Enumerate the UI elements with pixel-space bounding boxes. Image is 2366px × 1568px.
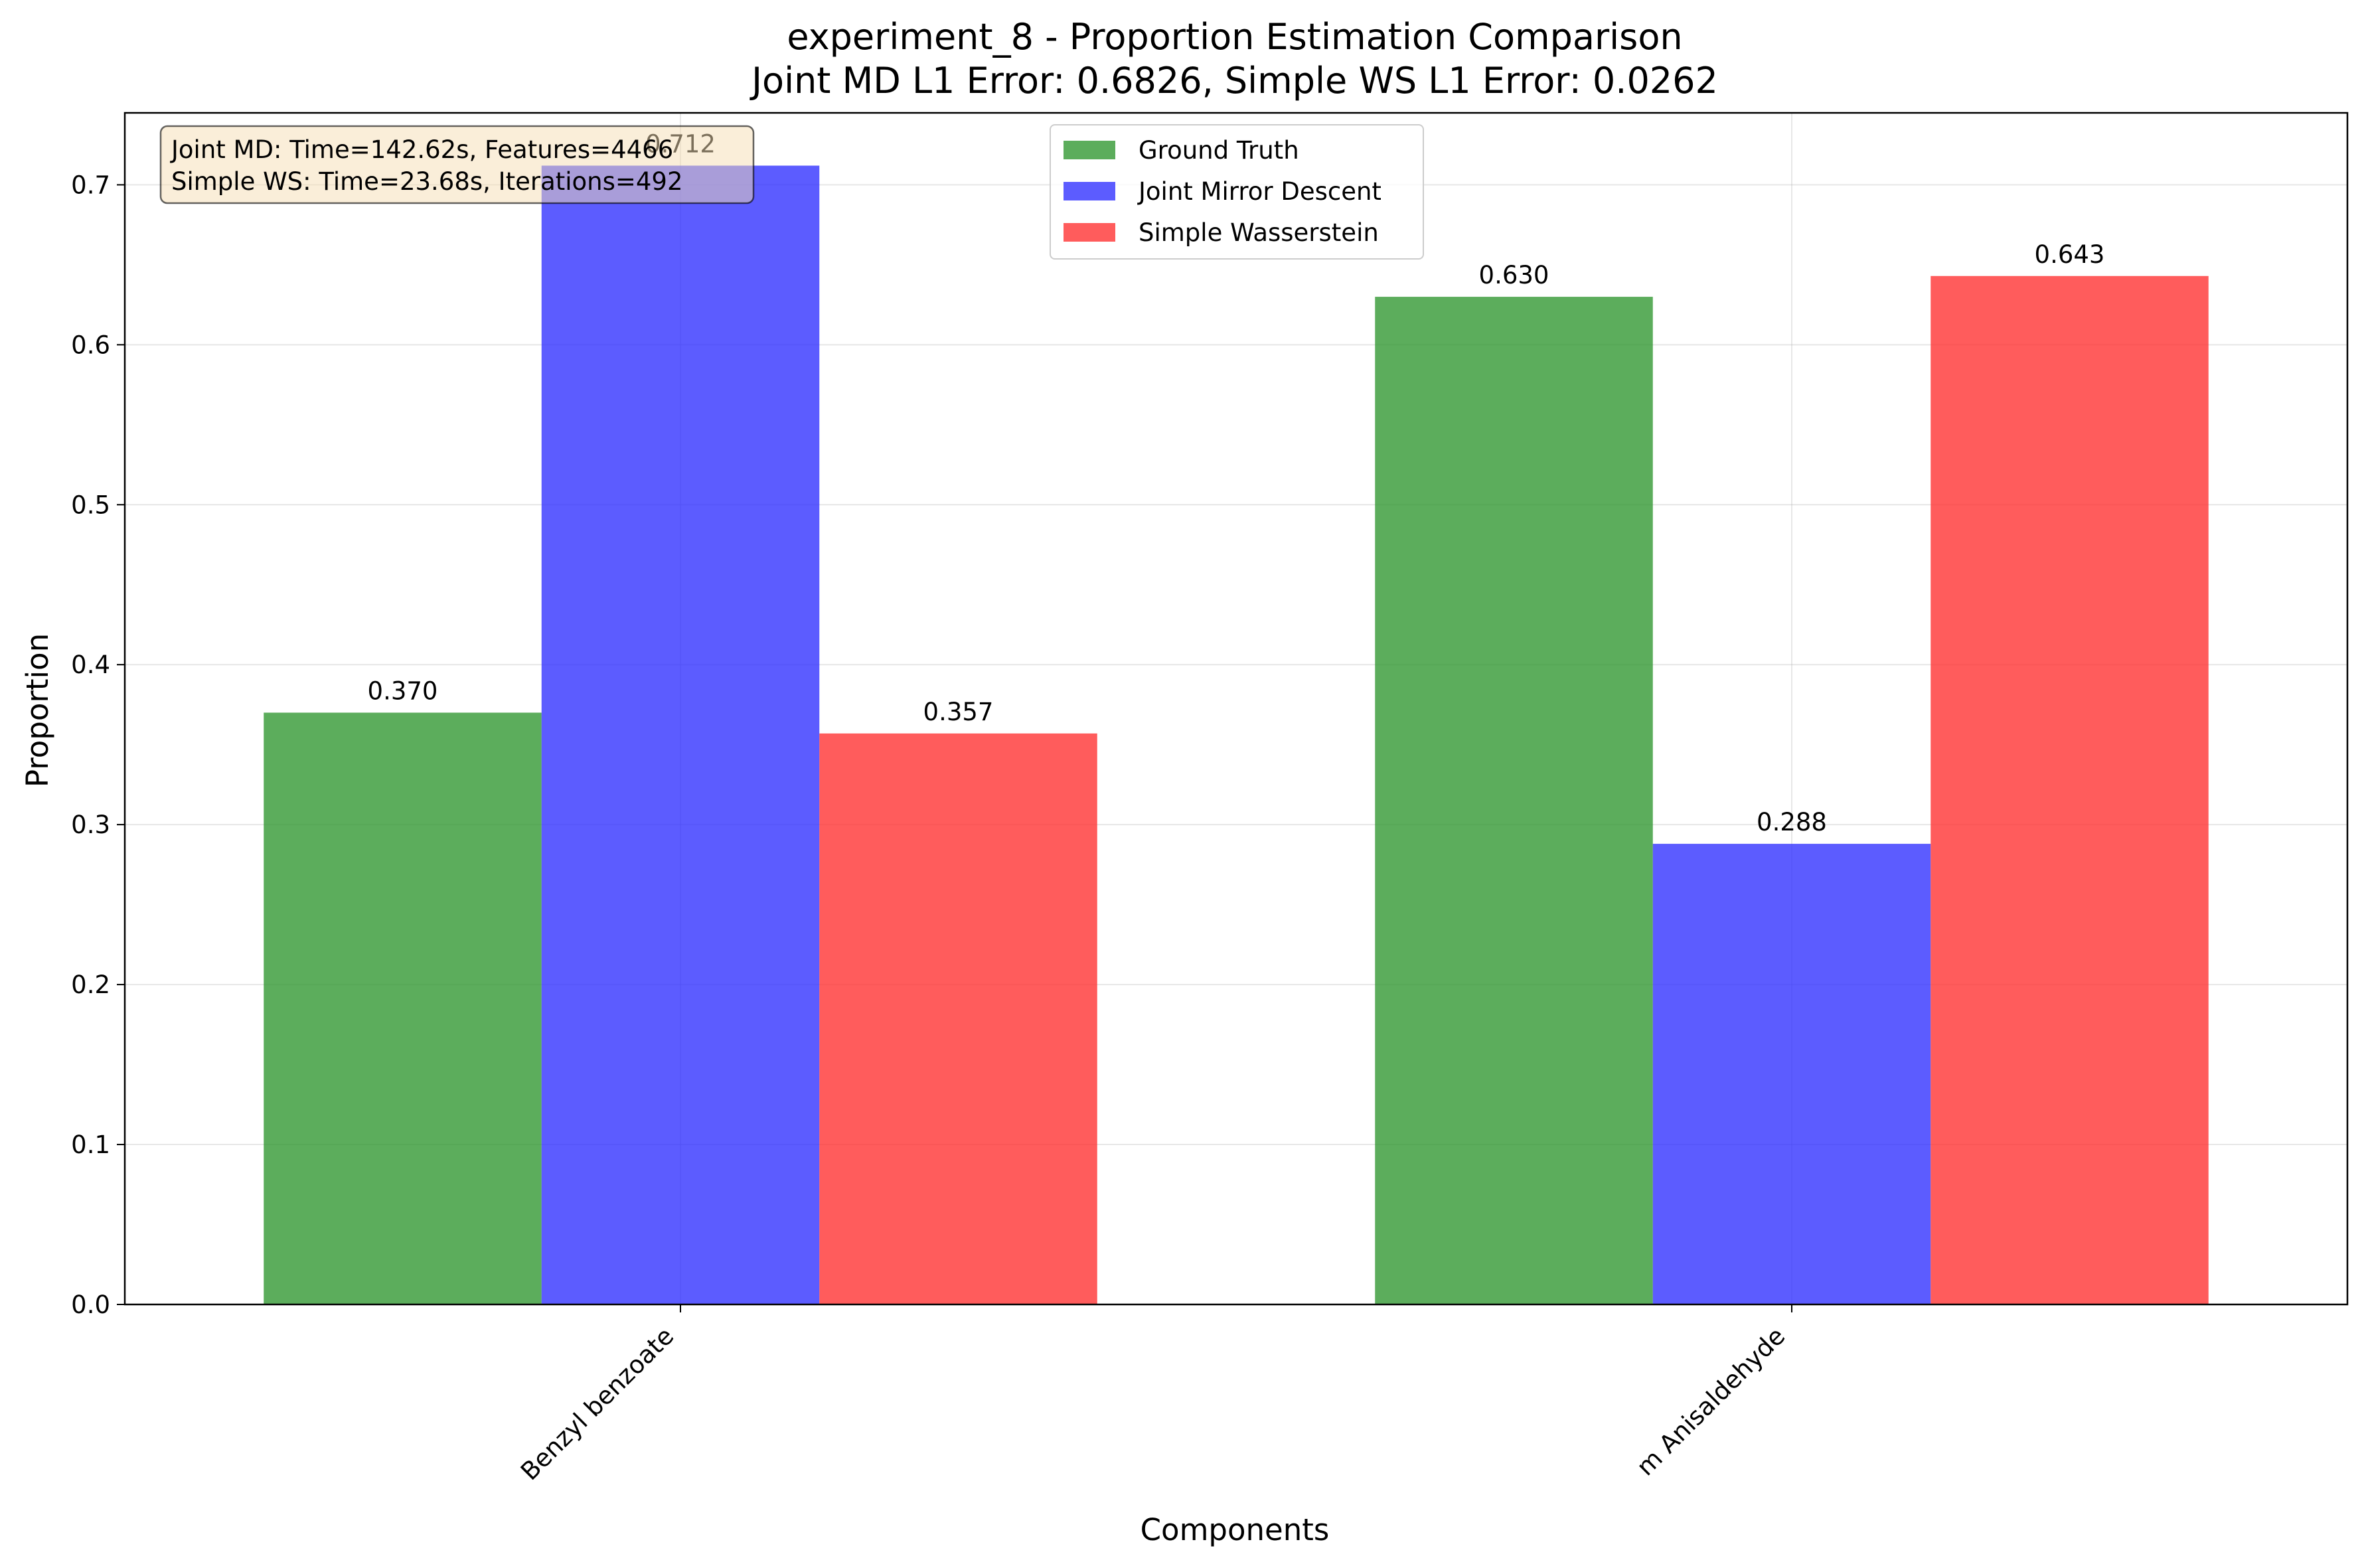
bar-value-label: 0.643 [2035,240,2105,269]
bar-joint-mirror-descent [1652,844,1931,1304]
info-box-background [159,125,755,204]
legend-swatch [1064,223,1115,242]
legend: Ground Truth Joint Mirror Descent Simple W… [1050,124,1424,260]
legend-box [1050,124,1424,260]
bar-simple-wasserstein [1931,275,2209,1304]
legend-entry-label: Ground Truth [1139,136,1299,165]
y-tick-label: 0.1 [71,1131,110,1159]
bar-value-label: 0.357 [923,698,994,726]
bars [264,165,2209,1305]
bar-value-label: 0.288 [1757,808,1827,836]
x-tick-label: m Anisaldehyde [1631,1322,1790,1481]
y-axis-label: Proportion [20,633,55,787]
chart-title-line2: Joint MD L1 Error: 0.6826, Simple WS L1 … [749,60,1718,102]
info-box-line: Joint MD: Time=142.62s, Features=4466 [170,135,673,164]
bar-ground-truth [264,712,542,1304]
y-tick-label: 0.4 [71,651,110,679]
chart-title-line1: experiment_8 - Proportion Estimation Com… [787,16,1682,58]
bar-value-label: 0.370 [368,677,438,706]
x-axis-label: Components [1141,1512,1330,1547]
legend-swatch [1064,141,1115,159]
y-tick-label: 0.0 [71,1291,110,1319]
info-box: Joint MD: Time=142.62s, Features=4466 Sim… [159,125,755,204]
y-tick-label: 0.6 [71,331,110,359]
bar-value-label: 0.630 [1479,261,1549,289]
plot-frame [123,112,2349,1306]
x-tick-label: Benzyl benzoate [515,1322,679,1486]
legend-swatch [1064,182,1115,200]
legend-entry-label: Simple Wasserstein [1139,218,1379,247]
legend-entry-label: Joint Mirror Descent [1137,177,1381,206]
bar-joint-mirror-descent [541,165,820,1305]
y-tick-label: 0.7 [71,171,110,199]
info-box-line: Simple WS: Time=23.68s, Iterations=492 [171,167,683,196]
y-tick-label: 0.3 [71,811,110,839]
bar-simple-wasserstein [819,733,1097,1304]
bar-ground-truth [1375,297,1653,1304]
y-tick-label: 0.5 [71,491,110,519]
y-tick-label: 0.2 [71,971,110,999]
